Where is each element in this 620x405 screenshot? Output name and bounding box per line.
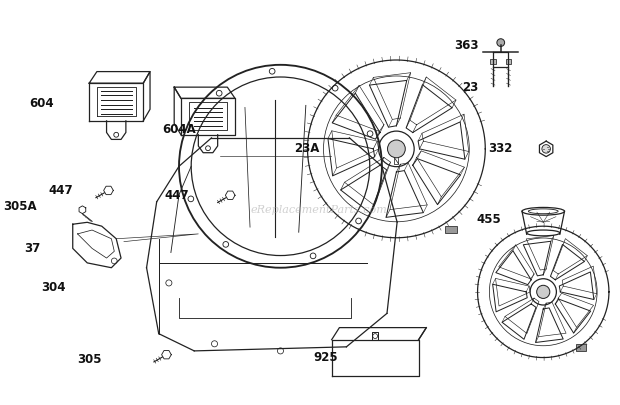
Text: 604: 604 [29,97,53,110]
Bar [445,226,457,233]
Bar [505,59,511,64]
Text: 925: 925 [314,351,339,364]
Circle shape [332,85,338,91]
Bar [576,344,586,351]
Text: 332: 332 [488,143,512,156]
Text: 304: 304 [42,281,66,294]
Text: 447: 447 [164,189,188,202]
Text: 23A: 23A [294,143,319,156]
Text: 23: 23 [463,81,479,94]
Circle shape [188,196,193,202]
Circle shape [537,285,550,298]
Circle shape [223,241,229,247]
Text: eReplacementParts.com: eReplacementParts.com [250,205,388,215]
Circle shape [216,90,222,96]
Circle shape [211,341,218,347]
Text: 363: 363 [454,39,479,52]
Circle shape [542,145,551,153]
Circle shape [497,39,505,47]
Text: 305A: 305A [3,200,37,213]
Text: 455: 455 [476,213,501,226]
Text: 604A: 604A [162,123,197,136]
Text: 447: 447 [48,184,73,197]
Circle shape [356,218,361,224]
Text: 37: 37 [25,242,41,255]
Circle shape [388,140,405,158]
Text: 305: 305 [78,353,102,366]
Bar [490,59,496,64]
Circle shape [367,131,373,136]
Circle shape [277,348,283,354]
Circle shape [166,280,172,286]
Circle shape [310,253,316,259]
Circle shape [269,68,275,74]
